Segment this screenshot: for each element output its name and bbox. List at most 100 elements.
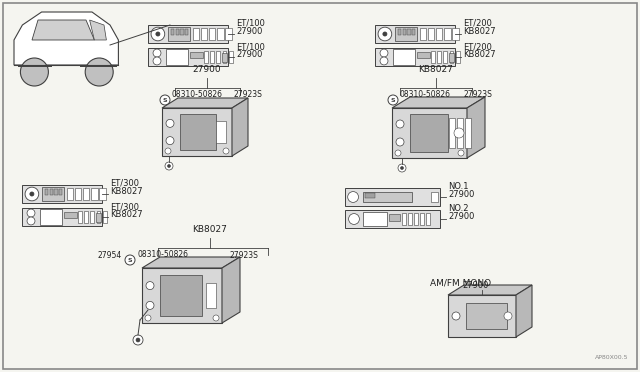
Text: ET/300: ET/300 — [110, 202, 139, 211]
Bar — [408, 29, 411, 35]
Text: S: S — [390, 97, 396, 103]
Bar — [201, 28, 207, 40]
Circle shape — [388, 95, 398, 105]
Bar — [40, 209, 63, 225]
Bar — [449, 51, 454, 63]
Bar — [91, 188, 97, 200]
Text: 27923S: 27923S — [230, 251, 259, 260]
Bar — [431, 192, 438, 202]
Bar — [402, 213, 406, 225]
Circle shape — [504, 312, 512, 320]
Text: KB8027: KB8027 — [419, 65, 453, 74]
Bar — [345, 210, 440, 228]
Text: 08310-50826: 08310-50826 — [400, 90, 451, 99]
Text: ET/200: ET/200 — [463, 42, 492, 51]
Bar — [204, 51, 209, 63]
Bar — [216, 51, 220, 63]
Circle shape — [401, 167, 403, 170]
Bar — [428, 28, 434, 40]
Circle shape — [27, 217, 35, 225]
Text: ET/100: ET/100 — [236, 42, 265, 51]
Bar — [223, 51, 227, 63]
Bar — [175, 29, 179, 35]
Text: 27923S: 27923S — [464, 90, 493, 99]
Bar — [59, 189, 63, 195]
Bar — [436, 28, 442, 40]
Bar — [67, 188, 73, 200]
Circle shape — [165, 148, 171, 154]
Circle shape — [156, 32, 160, 36]
Circle shape — [378, 27, 392, 41]
Polygon shape — [448, 285, 532, 295]
Circle shape — [396, 120, 404, 128]
Text: KB8027: KB8027 — [193, 225, 227, 234]
Circle shape — [145, 315, 151, 321]
Text: AP80X00.5: AP80X00.5 — [595, 355, 628, 360]
Bar — [452, 28, 459, 40]
Circle shape — [223, 148, 229, 154]
Circle shape — [458, 150, 464, 156]
Text: AM/FM MONO: AM/FM MONO — [430, 278, 491, 287]
Text: 27900: 27900 — [236, 50, 262, 59]
Bar — [444, 51, 447, 63]
Bar — [216, 121, 226, 142]
Text: NO.2: NO.2 — [448, 204, 468, 213]
Bar — [42, 187, 64, 201]
Text: NO.1: NO.1 — [448, 182, 468, 191]
Bar — [225, 28, 232, 40]
Bar — [180, 114, 216, 150]
Bar — [168, 27, 190, 41]
Bar — [102, 211, 106, 223]
Bar — [398, 29, 401, 35]
Circle shape — [166, 119, 174, 127]
Circle shape — [136, 338, 140, 342]
Circle shape — [133, 335, 143, 345]
Polygon shape — [467, 97, 485, 158]
Bar — [50, 189, 52, 195]
Circle shape — [380, 57, 388, 65]
Polygon shape — [516, 285, 532, 337]
Bar — [444, 28, 451, 40]
Bar — [160, 275, 202, 317]
Bar — [22, 208, 102, 226]
Bar — [83, 188, 90, 200]
Bar — [448, 295, 516, 337]
Bar — [64, 212, 77, 218]
Circle shape — [213, 315, 219, 321]
Bar — [96, 212, 100, 221]
Bar — [365, 193, 374, 198]
Text: 27923S: 27923S — [234, 90, 263, 99]
Bar — [375, 25, 455, 43]
Bar — [228, 51, 232, 63]
Text: ET/300: ET/300 — [110, 179, 139, 188]
Polygon shape — [392, 97, 485, 108]
Circle shape — [452, 312, 460, 320]
Circle shape — [165, 162, 173, 170]
Bar — [221, 52, 227, 61]
Text: 27900: 27900 — [462, 281, 488, 290]
Circle shape — [25, 187, 39, 201]
Bar — [403, 29, 406, 35]
Bar — [97, 211, 100, 223]
Bar — [465, 118, 471, 148]
Polygon shape — [142, 257, 240, 268]
Circle shape — [160, 95, 170, 105]
Text: 27900: 27900 — [448, 212, 474, 221]
Bar — [90, 211, 95, 223]
Bar — [209, 28, 216, 40]
Circle shape — [30, 192, 34, 196]
Text: KB8027: KB8027 — [463, 27, 495, 36]
Text: 08310-50826: 08310-50826 — [137, 250, 188, 259]
Circle shape — [166, 137, 174, 145]
Polygon shape — [90, 20, 106, 40]
Bar — [45, 189, 48, 195]
Text: 27900: 27900 — [448, 190, 474, 199]
Bar — [79, 211, 83, 223]
Text: 27900: 27900 — [193, 65, 221, 74]
Text: KB8027: KB8027 — [463, 50, 495, 59]
Text: KB8027: KB8027 — [110, 210, 143, 219]
Circle shape — [348, 192, 358, 202]
Bar — [180, 29, 184, 35]
Circle shape — [380, 49, 388, 57]
Bar — [75, 188, 81, 200]
